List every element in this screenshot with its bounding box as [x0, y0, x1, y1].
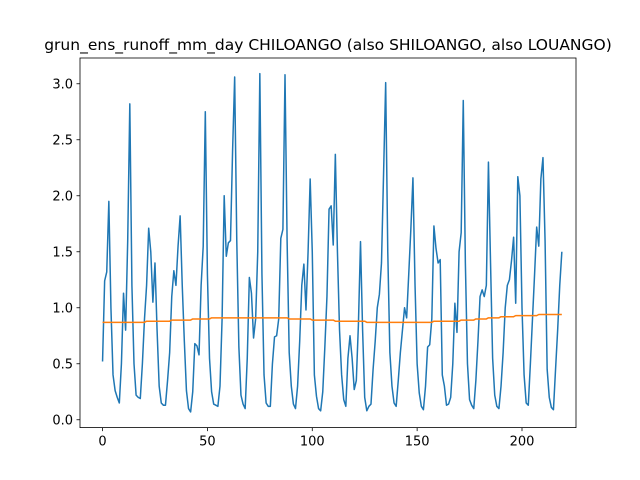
x-tick-label: 150 [405, 435, 430, 450]
x-tick-label: 50 [199, 435, 216, 450]
series-line-1 [102, 313, 562, 324]
axes-frame [79, 57, 577, 429]
y-tick-label: 3.0 [52, 77, 73, 92]
series-layer [101, 72, 563, 413]
x-tick-label: 200 [510, 435, 535, 450]
chart-title: grun_ens_runoff_mm_day CHILOANGO (also S… [44, 36, 612, 55]
x-tick-label: 100 [300, 435, 325, 450]
y-tick-label: 1.0 [52, 301, 73, 316]
y-tick-label: 2.0 [52, 189, 73, 204]
y-axis: 0.0 0.5 1.0 1.5 2.0 2.5 3.0 [52, 77, 80, 428]
y-tick-label: 1.5 [52, 245, 73, 260]
y-tick-label: 0.0 [52, 413, 73, 428]
x-tick-label: 0 [98, 435, 106, 450]
y-tick-label: 2.5 [52, 133, 73, 148]
y-tick-label: 0.5 [52, 357, 73, 372]
series-line-0 [101, 72, 563, 413]
x-axis: 0 50 100 150 200 [98, 427, 535, 450]
